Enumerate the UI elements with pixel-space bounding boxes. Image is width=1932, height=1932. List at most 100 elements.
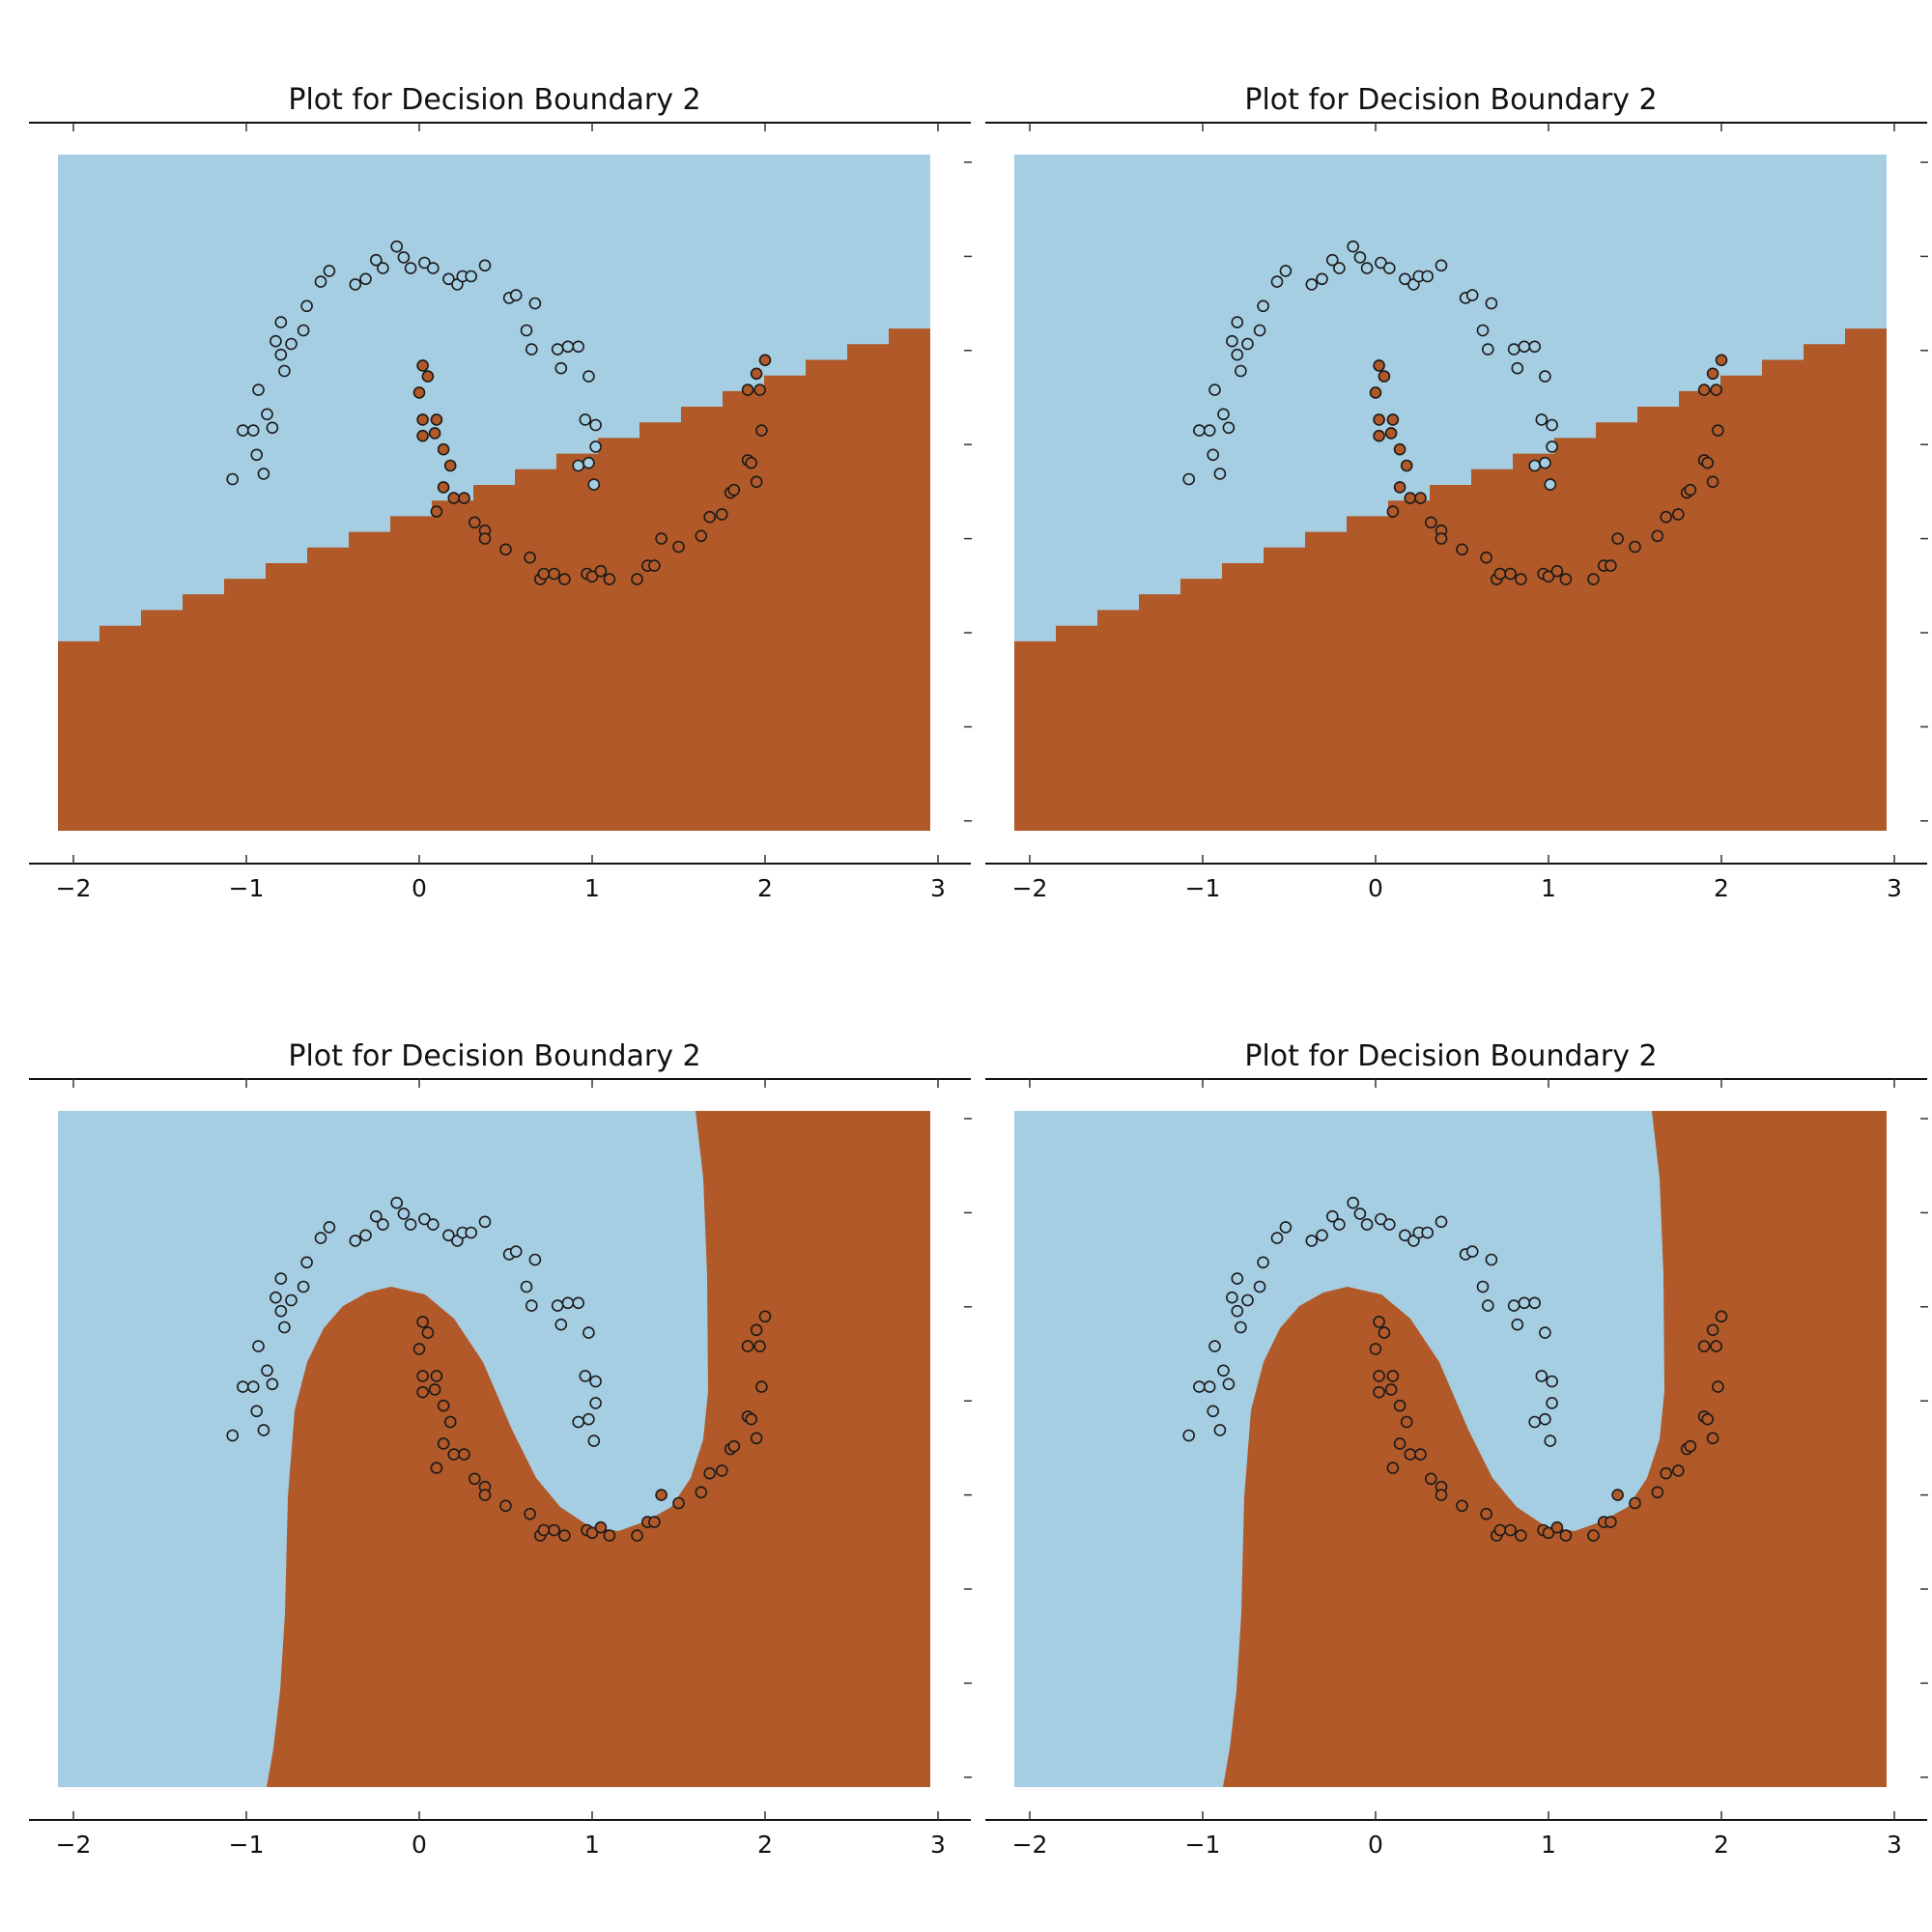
data-point-class-a xyxy=(1481,343,1494,355)
data-point-class-b xyxy=(1504,567,1517,581)
data-point-class-b xyxy=(1404,492,1417,504)
x-tick-label: 2 xyxy=(1714,1831,1729,1859)
data-point-class-b xyxy=(1386,1462,1400,1474)
data-point-class-a xyxy=(509,1245,523,1258)
data-point-class-a xyxy=(404,262,417,274)
data-point-class-b xyxy=(1559,1529,1573,1542)
x-tick-label: 1 xyxy=(584,874,600,902)
data-point-class-b xyxy=(437,1399,450,1412)
data-point-class-a xyxy=(359,1229,372,1242)
data-point-class-a xyxy=(1375,1212,1387,1226)
data-point-class-b xyxy=(745,456,758,469)
data-point-class-b xyxy=(1424,516,1437,529)
data-point-class-a xyxy=(250,448,264,462)
data-point-class-b xyxy=(1701,456,1715,469)
data-point-class-b xyxy=(631,573,643,585)
data-point-class-b xyxy=(1671,508,1685,521)
data-point-class-a xyxy=(297,1280,310,1293)
data-point-class-b xyxy=(758,354,772,367)
data-point-class-a xyxy=(1222,1378,1236,1391)
data-point-class-a xyxy=(300,1256,313,1269)
data-point-class-a xyxy=(520,1280,533,1293)
scatter-points xyxy=(226,1196,772,1542)
x-tick-label: 2 xyxy=(757,1831,773,1859)
data-point-class-a xyxy=(1270,1232,1284,1244)
data-point-class-a xyxy=(572,1296,585,1310)
data-point-class-b xyxy=(416,1385,429,1399)
data-point-class-b xyxy=(1660,510,1673,524)
data-point-class-a xyxy=(465,270,478,283)
x-tick-label: 1 xyxy=(584,1831,600,1859)
chart-title: Plot for Decision Boundary 2 xyxy=(1244,83,1657,117)
data-point-class-b xyxy=(631,1529,643,1542)
data-point-class-a xyxy=(314,1232,327,1244)
data-point-class-b xyxy=(750,1432,763,1445)
data-point-class-a xyxy=(551,343,564,355)
data-point-class-a xyxy=(390,1196,404,1209)
data-point-class-a xyxy=(257,1424,270,1436)
chart-panel-3: −2 −1 0 1 2 3 Plot for Decision Boundary 2 xyxy=(0,956,972,1913)
data-point-class-a xyxy=(1360,262,1374,274)
data-point-class-a xyxy=(1544,1435,1557,1447)
data-point-class-b xyxy=(695,529,708,543)
region-lower xyxy=(1014,328,1887,832)
data-point-class-b xyxy=(715,1464,728,1477)
data-point-class-a xyxy=(1539,1412,1551,1426)
data-point-class-b xyxy=(1400,459,1413,472)
data-point-class-a xyxy=(478,1215,492,1229)
data-point-class-a xyxy=(1305,1235,1319,1247)
data-point-class-a xyxy=(1325,1209,1339,1223)
data-point-class-a xyxy=(1305,278,1319,291)
data-point-class-b xyxy=(672,1496,685,1510)
data-point-class-a xyxy=(257,468,270,480)
data-point-class-a xyxy=(1207,1405,1220,1418)
data-point-class-a xyxy=(1226,334,1238,348)
data-point-class-b xyxy=(558,573,571,585)
data-point-class-b xyxy=(648,559,661,572)
data-point-class-a xyxy=(1539,1326,1551,1339)
data-point-class-b xyxy=(755,424,768,437)
data-point-class-b xyxy=(1701,1412,1715,1426)
data-point-class-a xyxy=(1375,256,1387,270)
data-point-class-b xyxy=(1605,559,1617,572)
data-point-class-b xyxy=(655,532,668,545)
data-point-class-b xyxy=(753,384,766,396)
data-point-class-b xyxy=(1671,1464,1685,1477)
decision-boundary-chart-4: −2 −1 0 1 2 3 Plot for Decision Boundary 2 xyxy=(985,1039,1928,1859)
data-point-class-a xyxy=(252,1340,265,1352)
data-point-class-a xyxy=(582,456,595,469)
data-point-class-a xyxy=(1270,275,1284,288)
data-point-class-b xyxy=(1435,1489,1448,1501)
data-point-class-b xyxy=(430,505,443,518)
data-point-class-a xyxy=(426,1218,440,1231)
decision-boundary-chart-2: −2 −1 0 1 2 3 Plot for Decision Boundary 2 xyxy=(985,83,1928,902)
data-point-class-a xyxy=(377,262,389,274)
data-point-class-a xyxy=(1347,240,1360,253)
data-point-class-a xyxy=(278,1321,291,1334)
data-point-class-a xyxy=(1399,272,1411,286)
data-point-class-a xyxy=(442,1229,455,1242)
data-point-class-a xyxy=(1241,337,1254,351)
data-point-class-b xyxy=(537,567,551,581)
data-point-class-a xyxy=(1207,448,1220,462)
data-point-class-a xyxy=(359,272,372,286)
data-point-class-b xyxy=(703,1466,717,1480)
data-point-class-b xyxy=(558,1529,571,1542)
data-point-class-a xyxy=(561,340,575,354)
data-point-class-b xyxy=(1378,370,1391,383)
data-point-class-a xyxy=(377,1218,389,1231)
data-point-class-a xyxy=(1546,1397,1558,1409)
data-point-class-b xyxy=(421,1326,435,1339)
data-point-class-b xyxy=(741,384,754,396)
data-point-class-a xyxy=(246,1380,260,1393)
data-point-class-b xyxy=(1710,384,1722,396)
data-point-class-a xyxy=(1235,364,1247,378)
data-point-class-b xyxy=(1456,1499,1468,1513)
data-point-class-a xyxy=(1528,1415,1542,1429)
data-point-class-a xyxy=(1325,253,1339,267)
data-point-class-a xyxy=(1528,1296,1542,1310)
data-point-class-b xyxy=(1378,1326,1391,1339)
data-point-class-a xyxy=(1481,1299,1494,1312)
data-point-class-a xyxy=(1333,262,1346,274)
data-point-class-b xyxy=(1480,1507,1492,1520)
